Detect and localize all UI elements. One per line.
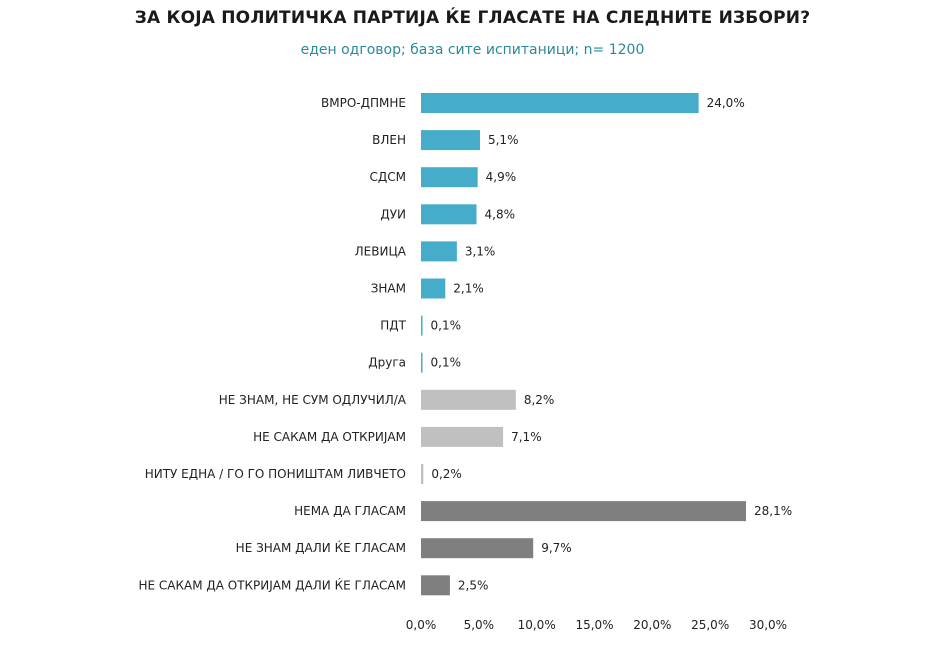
category-label: ЗНАМ <box>371 282 406 296</box>
bar <box>421 93 699 113</box>
category-label: ДУИ <box>380 207 406 221</box>
chart-subtitle: еден одговор; база сите испитаници; n= 1… <box>300 42 645 58</box>
category-label: ВЛЕН <box>372 133 406 147</box>
category-label: ЛЕВИЦА <box>355 244 407 258</box>
category-label: НЕ САКАМ ДА ОТКРИЈАМ ДАЛИ ЌЕ ГЛАСАМ <box>138 577 406 592</box>
bar <box>421 389 516 410</box>
data-label: 7,1% <box>511 430 541 444</box>
data-label: 4,8% <box>485 207 516 221</box>
data-label: 5,1% <box>488 133 519 147</box>
category-label: НЕ ЗНАМ, НЕ СУМ ОДЛУЧИЛ/А <box>219 393 407 407</box>
category-label: НЕМА ДА ГЛАСАМ <box>294 504 406 518</box>
bar <box>421 167 478 188</box>
data-label: 0,1% <box>431 356 462 370</box>
category-label: ПДТ <box>380 319 406 333</box>
data-label: 3,1% <box>465 244 496 258</box>
data-label: 8,2% <box>524 393 555 407</box>
data-label: 2,1% <box>453 282 484 296</box>
category-label: СДСМ <box>370 170 407 184</box>
chart-title: ЗА КОЈА ПОЛИТИЧКА ПАРТИЈА ЌЕ ГЛАСАТЕ НА … <box>134 8 811 28</box>
x-tick-label: 5,0% <box>464 618 495 632</box>
x-tick-label: 0,0% <box>406 618 437 632</box>
data-label: 0,2% <box>431 467 462 481</box>
data-label: 0,1% <box>431 319 462 333</box>
bar <box>421 315 423 336</box>
category-label: ВМРО-ДПМНЕ <box>321 96 406 110</box>
bar <box>421 278 446 299</box>
category-label: НЕ САКАМ ДА ОТКРИЈАМ <box>253 430 406 444</box>
x-tick-label: 20,0% <box>633 618 671 632</box>
category-label: НИТУ ЕДНА / ГО ГО ПОНИШТАМ ЛИВЧЕТО <box>145 467 406 481</box>
bar <box>421 130 480 151</box>
bar <box>421 426 504 447</box>
data-label: 9,7% <box>541 541 572 555</box>
data-label: 28,1% <box>754 504 792 518</box>
data-label: 24,0% <box>707 96 745 110</box>
x-tick-label: 25,0% <box>691 618 729 632</box>
category-label: Друга <box>368 356 406 370</box>
data-label: 4,9% <box>486 170 516 184</box>
bar <box>421 464 424 484</box>
x-tick-label: 15,0% <box>575 618 613 632</box>
category-label: НЕ ЗНАМ ДАЛИ ЌЕ ГЛАСАМ <box>236 540 406 555</box>
bar <box>421 204 477 225</box>
bar <box>421 352 423 373</box>
bar <box>421 538 534 559</box>
bar <box>421 501 747 522</box>
x-tick-label: 10,0% <box>518 618 556 632</box>
x-tick-label: 30,0% <box>749 618 787 632</box>
bar <box>421 241 457 262</box>
bar <box>421 575 450 596</box>
data-label: 2,5% <box>458 578 489 592</box>
